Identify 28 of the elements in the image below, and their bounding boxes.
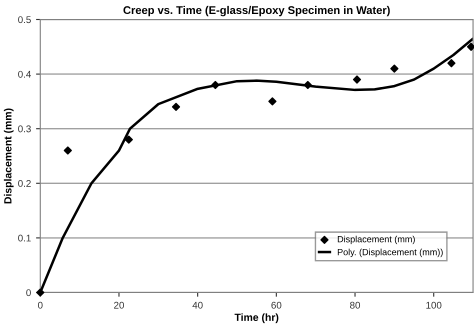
- x-tick-label: 20: [114, 302, 124, 309]
- y-tick-label: 0.4: [18, 70, 31, 78]
- point: [304, 80, 312, 90]
- chart-title: Creep vs. Time (E-glass/Epoxy Specimen in Water): [123, 6, 390, 16]
- point: [447, 59, 456, 68]
- x-tick-label: 100: [426, 302, 442, 309]
- y-tick-label: 0.5: [18, 16, 31, 24]
- y-tick-label: 0.1: [18, 234, 31, 242]
- y-tick-label: 0.3: [18, 125, 31, 132]
- point: [124, 136, 133, 144]
- legend-label: Displacement (mm): [338, 236, 415, 244]
- point: [352, 75, 362, 84]
- legend-label: Poly. (Displacement (mm)): [338, 248, 443, 258]
- x-axis-title: Time (hr): [234, 313, 278, 324]
- y-tick-label: 0.2: [18, 180, 31, 187]
- point: [172, 102, 180, 111]
- x-tick-label: 0: [38, 302, 43, 309]
- point: [64, 146, 72, 155]
- x-tick-label: 80: [350, 302, 360, 309]
- x-tick-label: 40: [192, 302, 203, 309]
- point: [36, 288, 44, 297]
- point: [390, 64, 398, 73]
- y-axis-title: Displacement (mm): [4, 108, 14, 204]
- x-tick-label: 60: [271, 302, 282, 309]
- point: [211, 80, 220, 90]
- point: [466, 42, 474, 51]
- point: [268, 97, 277, 106]
- y-tick-label: 0: [26, 289, 31, 296]
